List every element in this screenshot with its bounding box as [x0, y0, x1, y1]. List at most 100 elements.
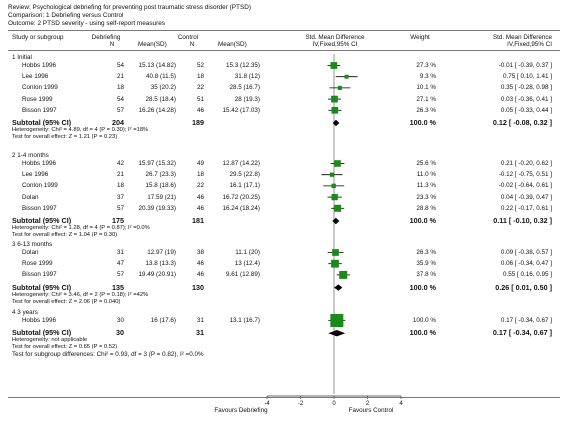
subtotal-smd-ci: 0.11 [ -0.10, 0.32 ] [493, 216, 552, 225]
col-weight: Weight [410, 34, 430, 41]
debriefing-n-cell: 42 [116, 160, 124, 167]
subtotal-smd-ci: 0.26 [ 0.01, 0.50 ] [495, 282, 552, 292]
col-control-meansd: Mean(SD) [218, 41, 247, 48]
weight-cell: 11.0 % [416, 171, 436, 179]
heterogeneity-text: Heterogeneity: Chi² = 4.89, df = 4 (P = … [12, 127, 149, 133]
weight-cell: 37.8 % [416, 271, 436, 279]
debriefing-meansd-cell: 16.26 (14.28) [138, 106, 176, 114]
weight-cell: 28.8 % [416, 204, 436, 212]
debriefing-n-cell: 57 [116, 271, 124, 279]
control-meansd-cell: 16.72 (20.25) [222, 193, 260, 201]
x-tick-label: -2 [298, 401, 304, 407]
study-marker [331, 183, 336, 189]
subgroup-title: 3 6-13 months [12, 241, 53, 248]
debriefing-meansd-cell: 12.97 (19) [147, 249, 176, 256]
weight-cell: 35.9 % [416, 260, 436, 268]
study-name: Bisson 1997 [22, 106, 57, 114]
smd-ci-cell: 0.05 [ -0.33, 0.44 ] [500, 106, 552, 114]
col-debriefing-meansd: Mean(SD) [138, 41, 167, 48]
debriefing-meansd-cell: 28.5 (18.4) [145, 95, 176, 103]
control-n-cell: 46 [196, 193, 204, 201]
debriefing-n-cell: 21 [116, 73, 124, 81]
study-name: Dolan [22, 193, 39, 201]
subtotal-label: Subtotal (95% CI) [12, 118, 72, 127]
study-name: Rose 1999 [22, 260, 53, 268]
subtotal-control-n: 189 [192, 118, 204, 127]
study-name: Hobbs 1996 [22, 317, 56, 324]
favours-control-label: Favours Control [348, 407, 394, 414]
smd-ci-cell: 0.21 [ -0.20, 0.62 ] [500, 160, 552, 167]
subtotal-weight: 100.0 % [409, 216, 436, 225]
col-smd-title-right: Std. Mean Difference [492, 34, 552, 41]
weight-cell: 9.3 % [419, 73, 436, 81]
col-smd-title: Std. Mean Difference [305, 34, 365, 41]
control-n-cell: 49 [196, 160, 204, 167]
control-n-cell: 38 [196, 249, 204, 256]
debriefing-n-cell: 57 [116, 106, 124, 114]
footer-rule [8, 397, 560, 398]
study-marker [344, 74, 349, 79]
subtotal-weight: 100.0 % [409, 328, 436, 338]
x-tick-label: -4 [264, 401, 270, 407]
col-debriefing: Debriefing [91, 34, 121, 41]
control-meansd-cell: 13 (12.4) [234, 260, 260, 268]
debriefing-meansd-cell: 17.59 (21) [147, 193, 176, 201]
debriefing-n-cell: 31 [116, 249, 124, 256]
debriefing-n-cell: 47 [116, 260, 124, 268]
smd-ci-cell: -0.02 [ -0.64, 0.61 ] [498, 182, 552, 190]
control-meansd-cell: 31.8 (12) [234, 73, 260, 81]
heterogeneity-text: Heterogeneity: Chi² = 1.28, df = 4 (P = … [12, 225, 150, 231]
smd-ci-cell: 0.04 [ -0.39, 0.47 ] [500, 193, 552, 201]
control-n-cell: 46 [196, 271, 204, 279]
debriefing-n-cell: 54 [116, 62, 124, 69]
subtotal-debriefing-n: 135 [112, 282, 124, 292]
subtotal-debriefing-n: 30 [116, 328, 124, 338]
debriefing-n-cell: 30 [116, 317, 124, 324]
subtotal-debriefing-n: 204 [112, 118, 124, 127]
subgroup-title: 4 3 years [12, 309, 38, 316]
study-name: Hobbs 1996 [22, 62, 56, 69]
control-n-cell: 46 [196, 106, 204, 114]
subtotal-control-n: 181 [192, 216, 204, 225]
study-marker [339, 270, 348, 279]
study-marker [334, 204, 342, 212]
smd-ci-cell: 0.17 [ -0.34, 0.67 ] [500, 317, 552, 324]
control-meansd-cell: 28 (19.3) [234, 95, 260, 103]
favours-debriefing-label: Favours Debriefing [214, 407, 268, 414]
subgroup-title: 2 1-4 months [12, 152, 49, 159]
col-smd-method-right: IV,Fixed,95% CI [507, 41, 552, 48]
debriefing-meansd-cell: 40.8 (11.5) [146, 73, 176, 81]
overall-effect-text: Test for overall effect: Z = 2.06 (P = 0… [12, 298, 121, 305]
heterogeneity-text: Heterogeneity: not applicable [12, 337, 88, 344]
control-n-cell: 51 [196, 95, 204, 103]
control-meansd-cell: 13.1 (16.7) [229, 317, 260, 324]
col-control: Control [177, 34, 199, 41]
control-n-cell: 46 [196, 260, 204, 268]
debriefing-meansd-cell: 35 (20.2) [150, 84, 176, 92]
weight-cell: 27.3 % [416, 62, 436, 69]
col-debriefing-n: N [109, 41, 115, 48]
control-meansd-cell: 28.5 (16.7) [229, 84, 260, 92]
study-name: Conlon 1999 [22, 182, 58, 190]
debriefing-meansd-cell: 15.13 (14.82) [138, 62, 176, 69]
study-marker [331, 193, 338, 201]
subgroup-title: 1 Initial [12, 54, 32, 61]
study-marker [331, 259, 339, 268]
control-n-cell: 52 [196, 62, 204, 69]
subtotal-diamond [332, 217, 340, 225]
smd-ci-cell: -0.01 [ -0.39, 0.37 ] [498, 62, 552, 69]
smd-ci-cell: 0.06 [ -0.34, 0.47 ] [500, 260, 552, 268]
subtotal-diamond [334, 284, 343, 291]
study-name: Bisson 1997 [22, 271, 57, 279]
study-marker [331, 95, 338, 103]
study-name: Conlon 1999 [22, 84, 58, 92]
debriefing-meansd-cell: 16 (17.6) [150, 317, 176, 324]
study-name: Dolan [22, 249, 39, 256]
weight-cell: 26.3 % [416, 106, 436, 114]
control-n-cell: 18 [196, 171, 204, 179]
control-meansd-cell: 15.3 (12.35) [226, 62, 260, 69]
overall-effect-text: Test for overall effect: Z = 0.65 (P = 0… [12, 344, 118, 351]
debriefing-n-cell: 18 [116, 84, 124, 92]
control-meansd-cell: 29.5 (22.8) [229, 171, 260, 179]
